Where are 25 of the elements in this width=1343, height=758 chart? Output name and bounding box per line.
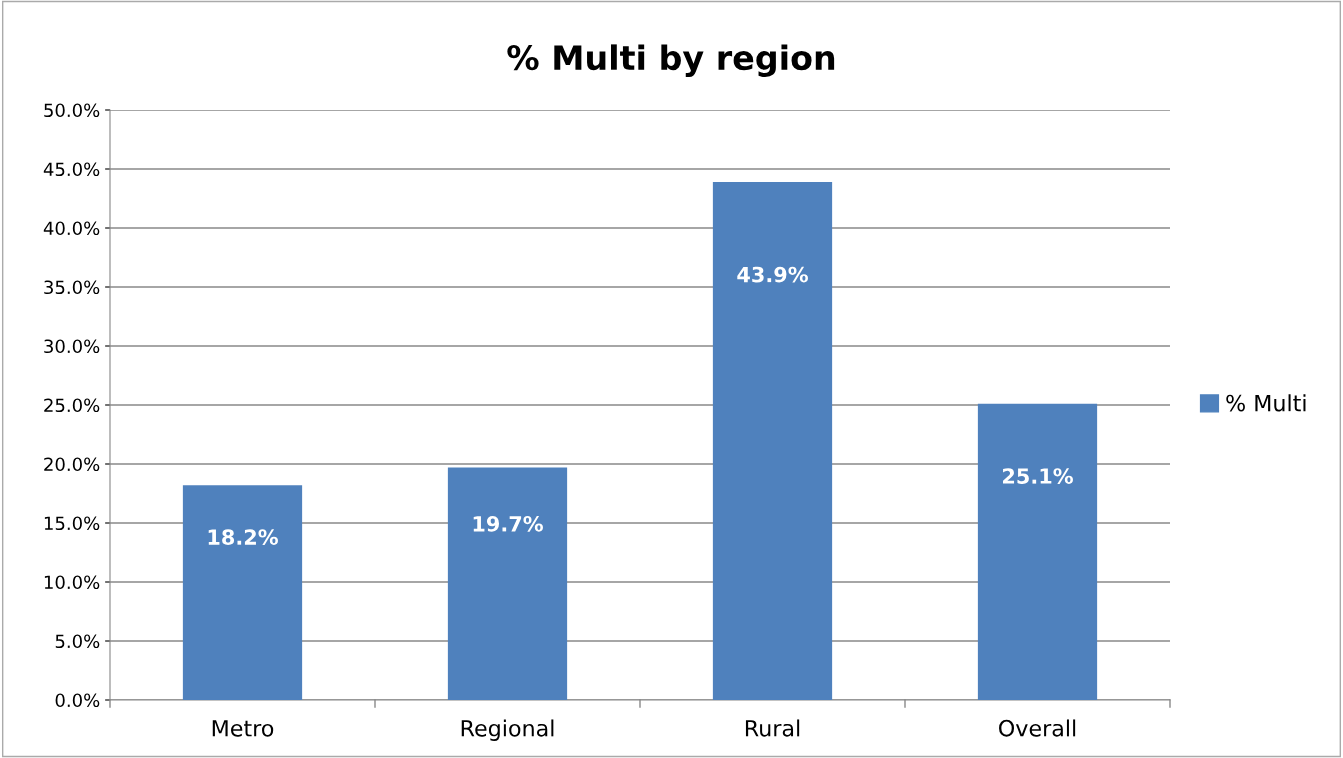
x-tick-label: Metro	[212, 720, 274, 737]
y-tick-label: 20.0%	[44, 457, 100, 472]
chart-title: % Multi by region	[507, 44, 835, 77]
y-tick-label: 35.0%	[44, 280, 100, 295]
legend-label: % Multi	[1226, 394, 1306, 412]
x-tick-label: Regional	[461, 719, 554, 741]
y-tick-label: 40.0%	[43, 221, 100, 236]
y-tick-label: 30.0%	[44, 339, 100, 354]
bar	[712, 181, 833, 700]
bar	[447, 467, 568, 700]
y-tick-label: 15.0%	[44, 516, 100, 531]
data-label: 19.7%	[473, 515, 543, 532]
data-label: 18.2%	[208, 529, 278, 545]
data-label: 25.1%	[1003, 468, 1073, 484]
bar	[182, 485, 303, 700]
y-tick-label: 25.0%	[44, 398, 100, 413]
y-tick-label: 0.0%	[55, 693, 100, 708]
y-tick-label: 5.0%	[55, 634, 100, 649]
y-tick-label: 50.0%	[44, 103, 100, 118]
x-tick-label: Rural	[745, 719, 800, 737]
bar	[977, 403, 1098, 700]
y-tick-label: 45.0%	[43, 162, 100, 177]
data-label: 43.9%	[737, 266, 808, 283]
x-tick-label: Overall	[999, 719, 1076, 737]
y-tick-label: 10.0%	[44, 575, 100, 590]
